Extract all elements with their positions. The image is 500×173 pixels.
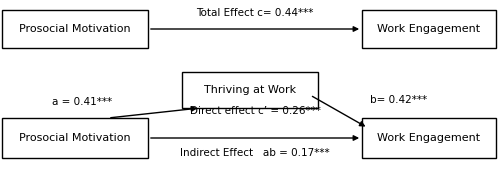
Text: Prosocial Motivation: Prosocial Motivation [19, 133, 131, 143]
Text: Prosocial Motivation: Prosocial Motivation [19, 24, 131, 34]
FancyBboxPatch shape [2, 118, 148, 158]
FancyBboxPatch shape [362, 10, 496, 48]
FancyBboxPatch shape [182, 72, 318, 108]
FancyBboxPatch shape [362, 118, 496, 158]
Text: Work Engagement: Work Engagement [378, 24, 480, 34]
Text: Thriving at Work: Thriving at Work [204, 85, 296, 95]
Text: Indirect Effect   ab = 0.17***: Indirect Effect ab = 0.17*** [180, 148, 330, 158]
Text: Direct effect c’ = 0.26***: Direct effect c’ = 0.26*** [190, 106, 320, 116]
Text: a = 0.41***: a = 0.41*** [52, 97, 112, 107]
FancyBboxPatch shape [2, 10, 148, 48]
Text: Work Engagement: Work Engagement [378, 133, 480, 143]
Text: Total Effect c= 0.44***: Total Effect c= 0.44*** [196, 8, 314, 18]
Text: b= 0.42***: b= 0.42*** [370, 95, 427, 105]
